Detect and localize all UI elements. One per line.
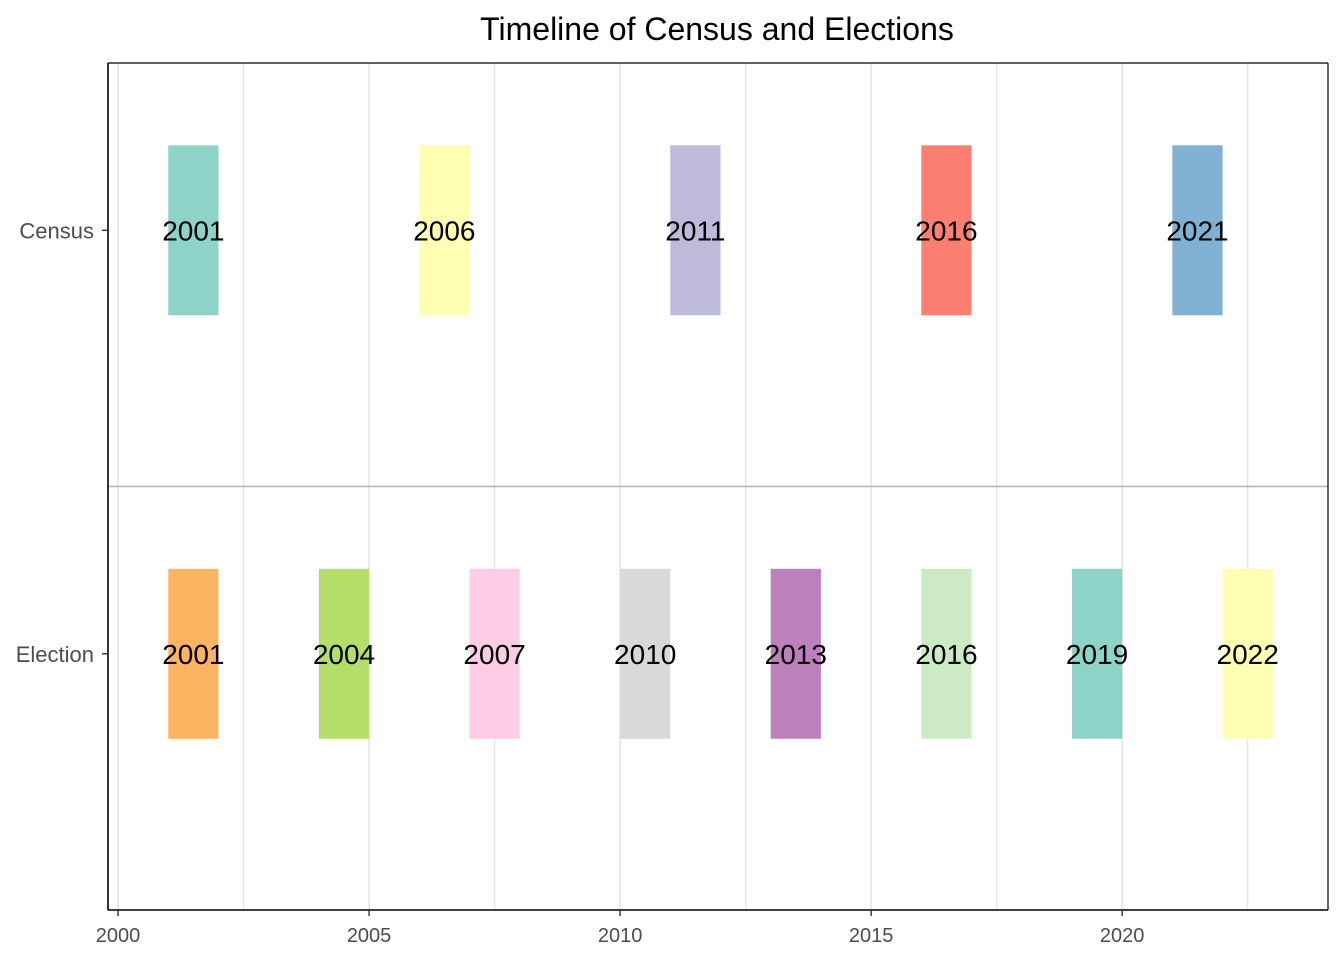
bar-census-2011 (670, 145, 721, 316)
bar-census-2016 (921, 145, 972, 316)
x-tick-label: 2010 (598, 925, 643, 947)
bar-election-2016 (921, 568, 972, 739)
bar-label-census-2011: 2011 (665, 215, 725, 246)
bar-labels: 2001 2006 2011 2016 2021 2001 2004 2007 2010 2013… (162, 215, 1279, 669)
bar-election-2007 (469, 568, 520, 739)
bar-label-election-2001: 2001 (162, 639, 224, 670)
x-tick-label: 2000 (96, 925, 141, 947)
bar-label-election-2016: 2016 (915, 639, 977, 670)
y-tick-label-election: Election (16, 642, 94, 667)
bar-marks (168, 145, 1273, 739)
x-tick-label: 2015 (849, 925, 894, 947)
bar-census-2006 (419, 145, 470, 316)
axes: 2000 2005 2010 2015 2020 Census Election (16, 62, 1329, 947)
bar-census-2001 (168, 145, 219, 316)
bar-label-census-2016: 2016 (915, 215, 977, 246)
grid-lines (108, 63, 1328, 910)
bar-label-election-2022: 2022 (1217, 639, 1279, 670)
bar-label-census-2001: 2001 (162, 215, 224, 246)
x-tick-label: 2005 (347, 925, 392, 947)
bar-election-2004 (318, 568, 370, 739)
bar-election-2010 (620, 568, 671, 739)
x-tick-label: 2020 (1100, 925, 1145, 947)
bar-label-election-2007: 2007 (463, 639, 525, 670)
bar-election-2013 (770, 568, 821, 739)
bar-election-2022 (1222, 568, 1273, 739)
bar-label-census-2021: 2021 (1166, 215, 1228, 246)
bar-label-election-2013: 2013 (765, 639, 827, 670)
chart-title: Timeline of Census and Elections (480, 11, 954, 47)
y-tick-label-census: Census (19, 218, 94, 243)
bar-election-2019 (1071, 568, 1123, 739)
bar-label-election-2004: 2004 (313, 639, 375, 670)
bar-label-census-2006: 2006 (413, 215, 475, 246)
bar-election-2001 (168, 568, 219, 739)
bar-census-2021 (1172, 145, 1223, 316)
bar-label-election-2019: 2019 (1066, 639, 1128, 670)
bar-label-election-2010: 2010 (614, 639, 676, 670)
